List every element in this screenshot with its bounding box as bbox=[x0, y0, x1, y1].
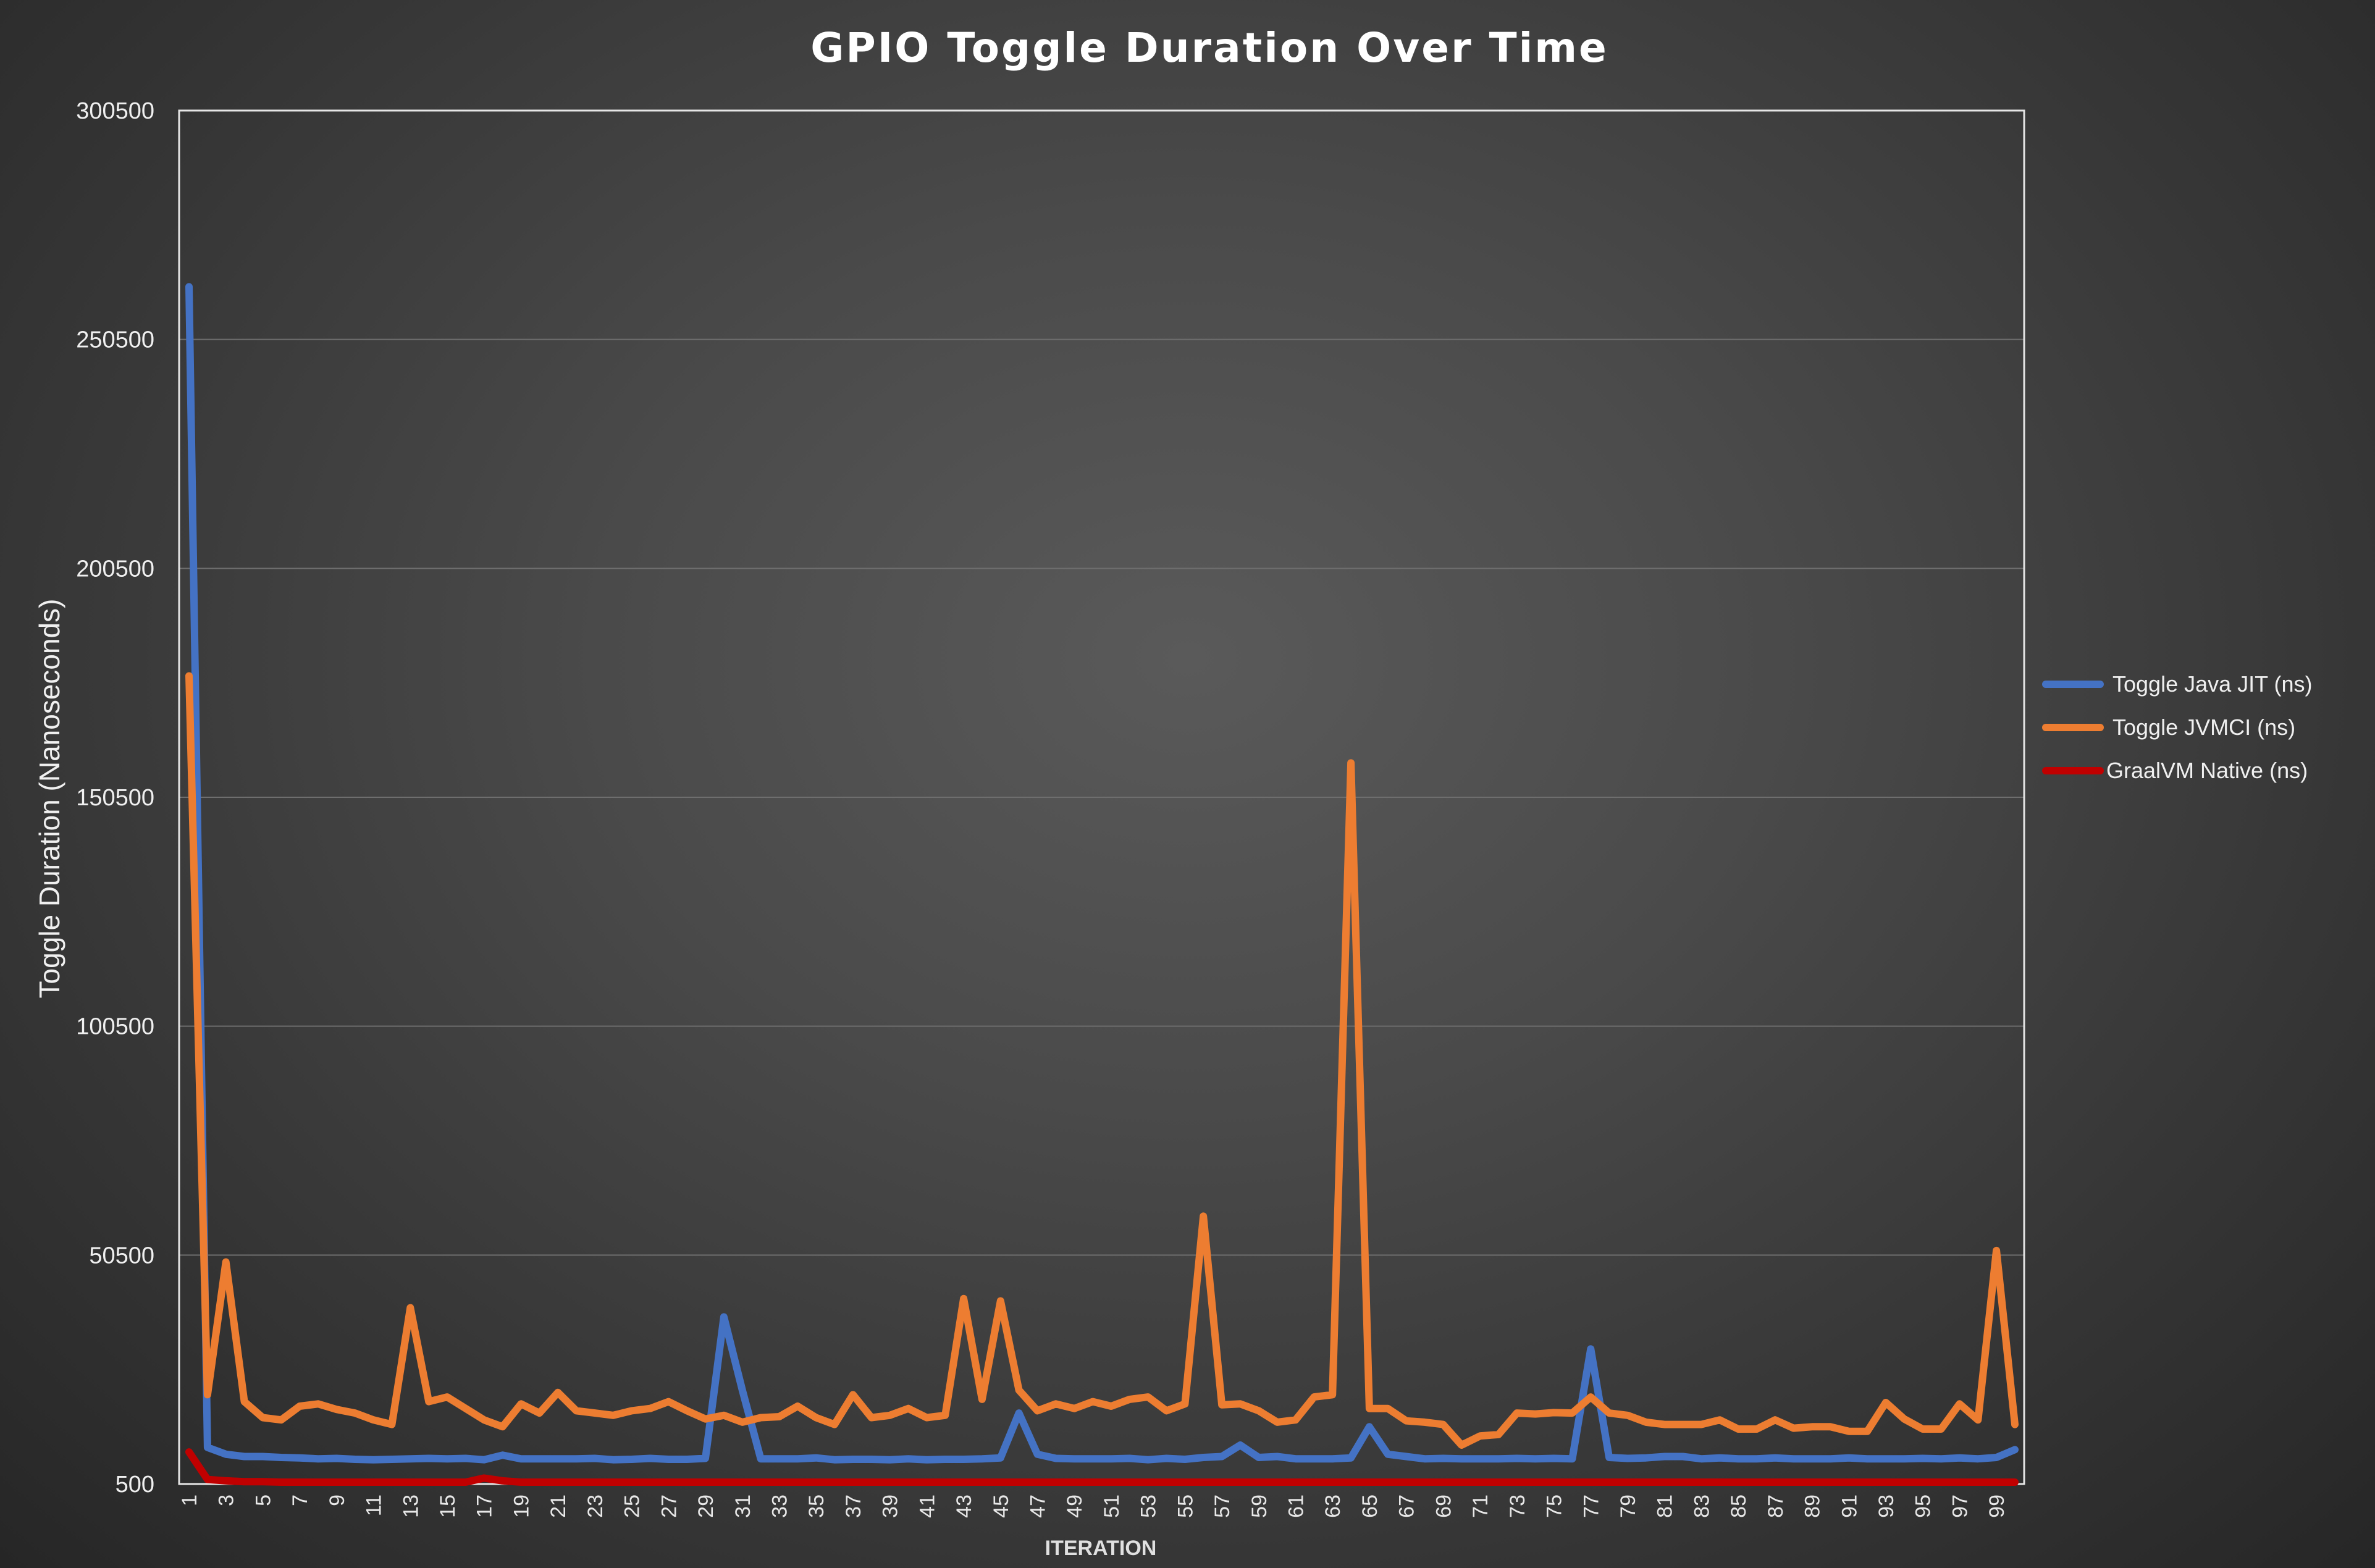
x-tick-label: 57 bbox=[1211, 1495, 1234, 1518]
x-tick-label: 63 bbox=[1321, 1495, 1345, 1518]
x-tick-label: 11 bbox=[363, 1495, 386, 1516]
x-tick-label: 89 bbox=[1801, 1495, 1825, 1518]
x-tick-label: 83 bbox=[1690, 1495, 1713, 1518]
x-tick-label: 37 bbox=[842, 1495, 865, 1518]
x-tick-label: 29 bbox=[694, 1495, 718, 1518]
x-tick-label: 93 bbox=[1875, 1495, 1898, 1518]
x-tick-label: 59 bbox=[1248, 1495, 1271, 1518]
legend-label-2: GraalVM Native (ns) bbox=[2106, 758, 2308, 783]
x-tick-label: 67 bbox=[1395, 1495, 1419, 1518]
x-tick-label: 95 bbox=[1912, 1495, 1935, 1518]
x-tick-label: 79 bbox=[1616, 1495, 1640, 1518]
x-tick-label: 47 bbox=[1026, 1495, 1049, 1518]
y-tick-label: 100500 bbox=[76, 1014, 154, 1040]
x-tick-label: 69 bbox=[1432, 1495, 1455, 1518]
y-axis-label: Toggle Duration (Nanoseconds) bbox=[33, 599, 65, 999]
x-tick-label: 19 bbox=[510, 1495, 533, 1518]
x-tick-label: 97 bbox=[1948, 1495, 1972, 1518]
x-tick-label: 87 bbox=[1764, 1495, 1788, 1518]
x-axis-label: ITERATION bbox=[1045, 1537, 1157, 1560]
x-tick-label: 41 bbox=[915, 1495, 939, 1518]
y-tick-label: 500 bbox=[116, 1472, 154, 1498]
x-tick-label: 23 bbox=[584, 1495, 607, 1518]
chart-title: GPIO Toggle Duration Over Time bbox=[810, 24, 1608, 72]
x-tick-label: 21 bbox=[547, 1495, 570, 1518]
y-tick-label: 250500 bbox=[76, 327, 154, 353]
x-tick-label: 31 bbox=[731, 1495, 755, 1518]
x-tick-label: 35 bbox=[805, 1495, 828, 1518]
x-axis-ticks: 1 3 5 7 9 11 13 15 17 19 21 23 25 27 29 31 33 35 37 39 41 43 4… bbox=[178, 1495, 2009, 1518]
series-line-2 bbox=[185, 1448, 2019, 1486]
grid-lines bbox=[179, 338, 2024, 1256]
legend-label-1: Toggle JVMCI (ns) bbox=[2112, 715, 2295, 740]
x-tick-label: 85 bbox=[1727, 1495, 1751, 1518]
x-tick-label: 15 bbox=[436, 1495, 460, 1518]
legend: Toggle Java JIT (ns) Toggle JVMCI (ns) Gra… bbox=[2042, 671, 2312, 783]
x-tick-label: 75 bbox=[1543, 1495, 1566, 1518]
y-tick-label: 150500 bbox=[76, 785, 154, 811]
legend-label-0: Toggle Java JIT (ns) bbox=[2112, 671, 2312, 697]
x-tick-label: 3 bbox=[215, 1495, 238, 1506]
x-tick-label: 77 bbox=[1579, 1495, 1603, 1518]
x-tick-label: 5 bbox=[251, 1495, 275, 1506]
x-tick-label: 51 bbox=[1100, 1495, 1124, 1518]
x-tick-label: 99 bbox=[1985, 1495, 2009, 1518]
x-tick-label: 43 bbox=[952, 1495, 976, 1518]
x-tick-label: 1 bbox=[178, 1495, 201, 1506]
series-line-1 bbox=[185, 672, 2019, 1449]
x-tick-label: 49 bbox=[1063, 1495, 1087, 1518]
x-tick-label: 91 bbox=[1838, 1495, 1861, 1518]
x-tick-label: 61 bbox=[1285, 1495, 1308, 1518]
x-tick-label: 33 bbox=[768, 1495, 791, 1518]
y-tick-label: 200500 bbox=[76, 556, 154, 582]
x-tick-label: 7 bbox=[288, 1495, 312, 1506]
y-axis-ticks: 500 50500 100500 150500 200500 250500 300500 bbox=[76, 98, 154, 1498]
x-tick-label: 45 bbox=[990, 1495, 1013, 1518]
series-line-0 bbox=[185, 283, 2019, 1464]
y-tick-label: 300500 bbox=[76, 98, 154, 124]
series-lines bbox=[185, 283, 2019, 1486]
x-tick-label: 39 bbox=[879, 1495, 902, 1518]
x-tick-label: 71 bbox=[1469, 1495, 1492, 1518]
x-tick-label: 25 bbox=[621, 1495, 644, 1518]
x-tick-label: 17 bbox=[473, 1495, 497, 1518]
x-tick-label: 9 bbox=[326, 1495, 349, 1506]
y-tick-label: 50500 bbox=[89, 1243, 154, 1268]
x-tick-label: 55 bbox=[1174, 1495, 1197, 1518]
x-tick-label: 81 bbox=[1654, 1495, 1677, 1518]
x-tick-label: 73 bbox=[1506, 1495, 1529, 1518]
x-tick-label: 13 bbox=[399, 1495, 422, 1518]
x-tick-label: 65 bbox=[1358, 1495, 1382, 1518]
x-tick-label: 27 bbox=[657, 1495, 681, 1518]
x-tick-label: 53 bbox=[1137, 1495, 1161, 1518]
